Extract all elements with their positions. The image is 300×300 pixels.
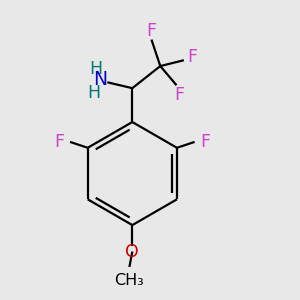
Text: F: F	[187, 48, 197, 66]
Text: F: F	[55, 133, 65, 151]
Text: F: F	[200, 133, 210, 151]
Text: CH₃: CH₃	[115, 273, 144, 288]
Text: N: N	[93, 70, 107, 89]
Text: F: F	[146, 22, 157, 40]
Text: O: O	[125, 243, 139, 261]
Text: H: H	[89, 60, 102, 78]
Text: H: H	[88, 84, 100, 102]
Text: F: F	[174, 85, 184, 103]
